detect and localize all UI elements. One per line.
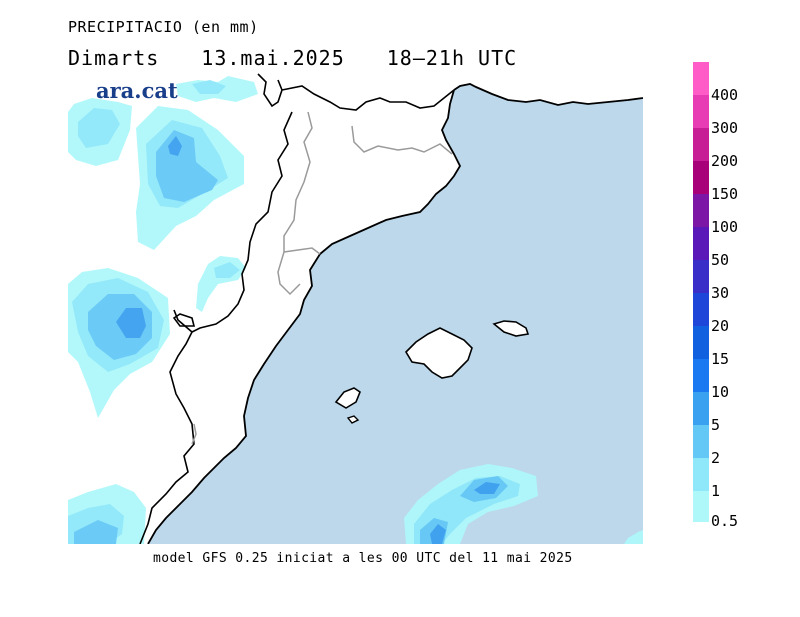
legend-swatch-300 xyxy=(693,95,709,128)
legend-label-5: 5 xyxy=(711,416,721,434)
forecast-time: 18–21h UTC xyxy=(386,46,518,70)
formentera-island xyxy=(346,415,360,424)
legend-label-150: 150 xyxy=(711,185,739,203)
legend-swatch-20 xyxy=(693,293,709,326)
eivissa-island xyxy=(334,387,361,409)
legend-swatch-400 xyxy=(693,62,709,95)
legend-label-10: 10 xyxy=(711,383,730,401)
legend-swatch-1 xyxy=(693,458,709,491)
legend-label-20: 20 xyxy=(711,317,730,335)
sea-area xyxy=(148,84,643,544)
legend-swatch-150 xyxy=(693,161,709,194)
model-info: model GFS 0.25 iniciat a les 00 UTC del … xyxy=(153,551,573,566)
legend-swatch-100 xyxy=(693,194,709,227)
legend-label-2: 2 xyxy=(711,449,721,467)
chart-title: PRECIPITACIO (en mm) xyxy=(68,18,259,36)
land-borders xyxy=(139,73,455,544)
province-borders xyxy=(191,111,453,445)
ara-cat-logo[interactable]: ara.cat xyxy=(96,78,178,103)
mallorca-island xyxy=(404,327,473,379)
legend-swatch-200 xyxy=(693,128,709,161)
forecast-datetime: Dimarts 13.mai.2025 18–21h UTC xyxy=(68,46,517,70)
legend-label-300: 300 xyxy=(711,119,739,137)
andorra-border xyxy=(172,313,196,327)
legend-swatch-0-5 xyxy=(693,491,709,522)
legend-label-1: 1 xyxy=(711,482,721,500)
legend-swatch-2 xyxy=(693,425,709,458)
legend-swatch-30 xyxy=(693,260,709,293)
legend-label-50: 50 xyxy=(711,251,730,269)
precip-legend: 400 300 200 150 100 50 30 20 15 10 5 2 1… xyxy=(693,62,738,530)
legend-label-400: 400 xyxy=(711,86,739,104)
coastline xyxy=(147,83,643,544)
forecast-day: Dimarts xyxy=(68,46,160,70)
legend-label-15: 15 xyxy=(711,350,730,368)
legend-swatch-50 xyxy=(693,227,709,260)
legend-swatch-10 xyxy=(693,359,709,392)
menorca-island xyxy=(492,320,530,337)
legend-swatch-5 xyxy=(693,392,709,425)
forecast-date: 13.mai.2025 xyxy=(201,46,345,70)
legend-label-200: 200 xyxy=(711,152,739,170)
precip-areas xyxy=(68,76,643,544)
precipitation-map xyxy=(68,72,643,544)
legend-label-100: 100 xyxy=(711,218,739,236)
legend-swatch-15 xyxy=(693,326,709,359)
legend-label-30: 30 xyxy=(711,284,730,302)
legend-label-0-5: 0.5 xyxy=(711,512,739,530)
